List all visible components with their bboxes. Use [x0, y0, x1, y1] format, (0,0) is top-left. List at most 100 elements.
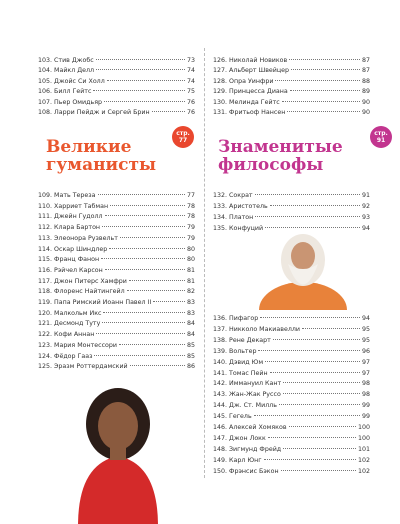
- divider: [204, 48, 205, 478]
- entry-page: 98: [361, 380, 370, 388]
- entry-page: 90: [361, 98, 370, 106]
- leader-dots: [265, 360, 360, 362]
- toc-entry: 144. Дж. Ст. Милль 99: [213, 401, 370, 411]
- entry-label: 122. Кофи Аннан: [38, 331, 95, 339]
- entry-page: 78: [186, 213, 195, 221]
- leader-dots: [281, 100, 360, 102]
- entry-label: 136. Пифагор: [213, 315, 259, 322]
- leader-dots: [119, 343, 185, 345]
- toc-entry: 128. Опра Уинфри 88: [213, 77, 370, 87]
- leader-dots: [272, 338, 360, 340]
- entry-page: 85: [186, 341, 195, 349]
- entry-label: 112. Клара Бартон: [38, 224, 101, 232]
- entry-label: 128. Опра Уинфри: [213, 77, 274, 85]
- leader-dots: [129, 365, 185, 367]
- entry-page: 83: [186, 309, 195, 317]
- leader-dots: [95, 59, 185, 60]
- portrait-philosopher: [259, 234, 347, 310]
- entry-label: 118. Флоренс Найтингейл: [38, 288, 125, 296]
- toc-entry: 122. Кофи Аннан 84: [38, 330, 195, 340]
- leader-dots: [258, 349, 360, 351]
- leader-dots: [128, 279, 185, 281]
- entry-label: 144. Дж. Ст. Милль: [213, 402, 277, 410]
- entry-page: 85: [186, 352, 195, 360]
- leader-dots: [289, 90, 360, 92]
- toc-entry: 105. Джойс Си Холл 74: [38, 77, 195, 87]
- toc-entry: 113. Элеонора Рузвельт 79: [38, 234, 195, 244]
- leader-dots: [283, 447, 356, 449]
- entry-label: 130. Мелинда Гейтс: [213, 98, 280, 106]
- toc-entry: 121. Десмонд Туту 84: [38, 319, 195, 329]
- entry-page: 81: [186, 277, 195, 285]
- toc-entry: 130. Мелинда Гейтс 90: [213, 98, 370, 108]
- leader-dots: [104, 268, 185, 270]
- toc-entry: 103. Стив Джобс 73: [38, 56, 195, 66]
- entry-label: 141. Томас Пейн: [213, 369, 268, 377]
- toc-entry: 133. Аристотель 92: [213, 202, 370, 212]
- leader-dots: [102, 226, 185, 228]
- toc-entry: 123. Мария Монтессори 85: [38, 341, 195, 351]
- entry-page: 94: [361, 315, 370, 322]
- leader-dots: [97, 194, 185, 195]
- toc-entry: 104. Майкл Делл 74: [38, 66, 195, 76]
- leader-dots: [110, 204, 185, 206]
- entry-page: 82: [186, 288, 195, 296]
- leader-dots: [269, 371, 360, 373]
- entry-page: 75: [186, 88, 195, 96]
- entry-label: 140. Дэвид Юм: [213, 358, 264, 366]
- entry-label: 138. Рене Декарт: [213, 336, 271, 344]
- toc-entry: 135. Конфуций 94: [213, 224, 370, 234]
- toc-entry: 139. Вольтер 96: [213, 347, 370, 357]
- entry-label: 139. Вольтер: [213, 347, 257, 355]
- toc-entry: 117. Джон Питерс Хамфри 81: [38, 277, 195, 287]
- toc-entry: 132. Сократ 91: [213, 191, 370, 201]
- toc-entry: 143. Жан-Жак Руссо 98: [213, 390, 370, 400]
- entry-label: 142. Иммануил Кант: [213, 380, 282, 388]
- leader-dots: [96, 69, 185, 71]
- entry-page: 88: [361, 77, 370, 85]
- entry-label: 104. Майкл Делл: [38, 67, 95, 75]
- leader-dots: [119, 236, 185, 238]
- entry-label: 150. Фрэнсис Бэкон: [213, 467, 279, 475]
- section-title: Знаменитые философы: [218, 137, 343, 175]
- toc-entry: 131. Фритьоф Нансен 90: [213, 108, 370, 118]
- entry-label: 116. Рэйчел Карсон: [38, 266, 103, 274]
- toc-entry: 112. Клара Бартон 79: [38, 223, 195, 233]
- leader-dots: [291, 69, 360, 71]
- entry-page: 77: [186, 192, 195, 199]
- entry-page: 96: [361, 347, 370, 355]
- entry-label: 109. Мать Тереза: [38, 192, 96, 199]
- entry-page: 99: [361, 402, 370, 410]
- leader-dots: [253, 415, 360, 417]
- leader-dots: [287, 111, 360, 112]
- leader-dots: [109, 247, 185, 249]
- entry-page: 95: [361, 325, 370, 333]
- portrait-humanist: [78, 388, 158, 524]
- toc-entry: 134. Платон 93: [213, 213, 370, 223]
- leader-dots: [93, 90, 185, 92]
- entry-page: 87: [361, 57, 370, 64]
- entry-page: 95: [361, 336, 370, 344]
- entry-page: 92: [361, 203, 370, 210]
- entry-label: 111. Джейн Гудолл: [38, 213, 103, 221]
- entry-page: 80: [186, 245, 195, 253]
- entry-page: 99: [361, 413, 370, 421]
- entry-label: 106. Билл Гейтс: [38, 88, 92, 96]
- leader-dots: [103, 311, 185, 313]
- toc-entry: 111. Джейн Гудолл 78: [38, 212, 195, 222]
- leader-dots: [275, 79, 360, 81]
- entry-label: 146. Алексей Хомяков: [213, 424, 287, 431]
- entry-page: 100: [357, 424, 370, 431]
- entry-label: 132. Сократ: [213, 192, 253, 199]
- toc-entry: 115. Франц Фанон 80: [38, 255, 195, 265]
- entry-label: 105. Джойс Си Холл: [38, 77, 105, 85]
- toc-entry: 140. Дэвид Юм 97: [213, 358, 370, 368]
- entry-page: 83: [186, 299, 195, 306]
- toc-entry: 148. Зигмунд Фрейд 101: [213, 445, 370, 455]
- entry-label: 108. Ларри Пейдж и Сергей Брин: [38, 109, 150, 116]
- leader-dots: [265, 227, 360, 228]
- entry-label: 137. Никколо Макиавелли: [213, 325, 300, 333]
- toc-entry: 116. Рэйчел Карсон 81: [38, 266, 195, 276]
- toc-entry: 145. Гегель 99: [213, 412, 370, 422]
- leader-dots: [94, 354, 185, 356]
